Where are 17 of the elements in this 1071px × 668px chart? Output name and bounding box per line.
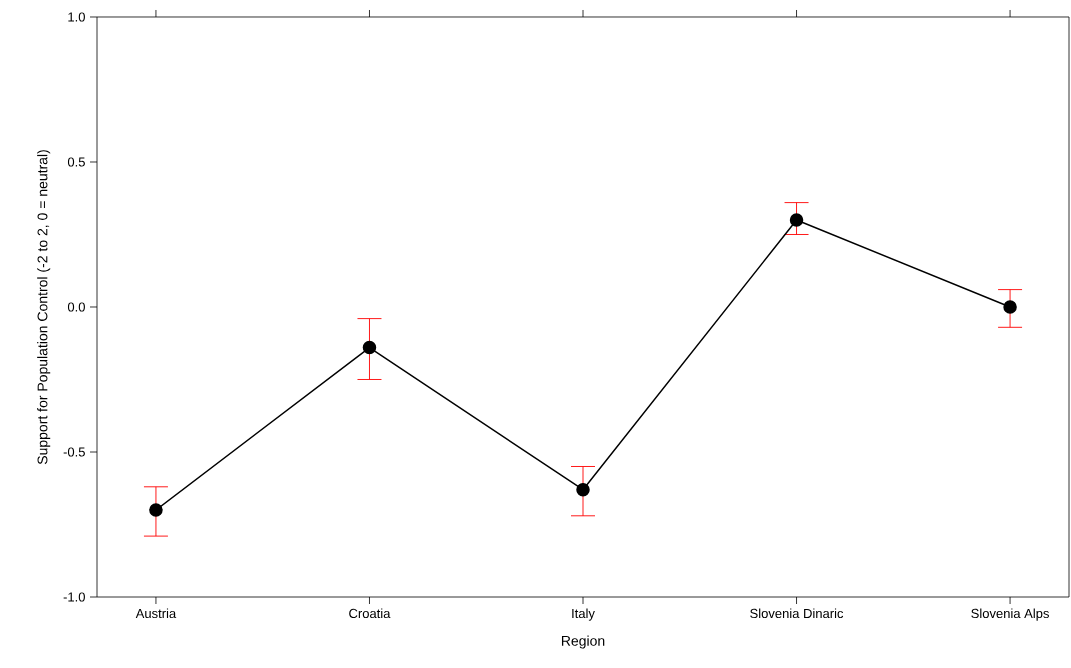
- point: [1003, 300, 1017, 314]
- y-tick-label: -1.0: [63, 592, 85, 602]
- y-tick-label: 0.0: [67, 302, 85, 312]
- point: [362, 340, 377, 355]
- point: [789, 213, 804, 227]
- y-tick-label: 1.0: [68, 12, 85, 22]
- x-tick-label: Austria: [135, 608, 177, 619]
- y-axis-title: Support for Population Control (-2 to 2, 0 = neutral): [37, 150, 51, 465]
- point: [149, 503, 163, 517]
- x-tick-label: Croatia: [349, 608, 391, 619]
- point: [576, 482, 590, 497]
- x-tick-label: Italy: [572, 608, 595, 621]
- x-tick-label: Slovenia Dinaric: [750, 608, 844, 619]
- x-axis-title: Region: [561, 635, 605, 649]
- y-tick-label: -0.5: [63, 447, 85, 457]
- y-tick-label: 0.5: [67, 157, 85, 167]
- x-tick-label: Slovenia Alps: [971, 608, 1049, 621]
